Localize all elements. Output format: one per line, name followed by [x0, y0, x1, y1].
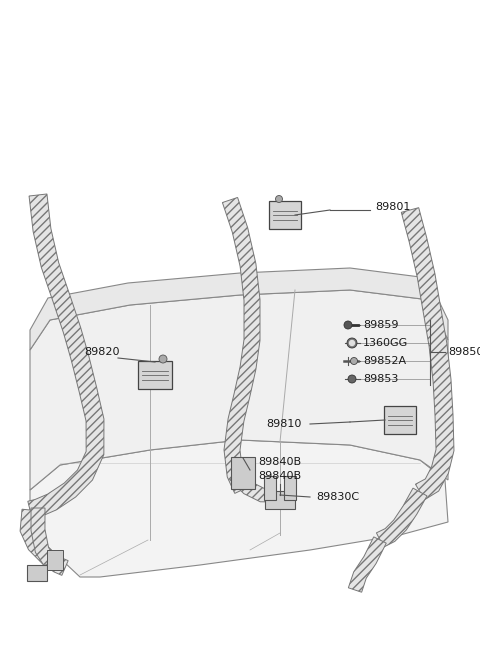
Circle shape: [159, 355, 167, 363]
Text: 89840B: 89840B: [258, 471, 301, 481]
Text: 89820: 89820: [84, 347, 120, 357]
Circle shape: [276, 195, 283, 203]
Circle shape: [350, 358, 358, 365]
FancyBboxPatch shape: [384, 406, 416, 434]
Polygon shape: [30, 440, 448, 577]
Polygon shape: [28, 194, 104, 519]
Circle shape: [348, 375, 356, 383]
FancyBboxPatch shape: [27, 565, 47, 581]
Text: 89859: 89859: [363, 320, 398, 330]
Polygon shape: [30, 290, 448, 490]
FancyBboxPatch shape: [269, 201, 301, 229]
Text: 89840B: 89840B: [258, 457, 301, 467]
Circle shape: [349, 340, 355, 346]
Text: 89852A: 89852A: [363, 356, 406, 366]
Polygon shape: [20, 509, 68, 575]
Circle shape: [344, 321, 352, 329]
Text: 89850: 89850: [448, 347, 480, 357]
Polygon shape: [401, 208, 454, 500]
Polygon shape: [222, 197, 260, 493]
FancyBboxPatch shape: [138, 361, 172, 389]
Text: 89853: 89853: [363, 374, 398, 384]
Text: 89830C: 89830C: [316, 492, 359, 502]
Polygon shape: [348, 537, 386, 592]
FancyBboxPatch shape: [284, 476, 296, 500]
Text: 89801: 89801: [375, 202, 410, 212]
Circle shape: [347, 338, 357, 348]
FancyBboxPatch shape: [231, 457, 255, 489]
Text: 89810: 89810: [266, 419, 302, 429]
Polygon shape: [376, 488, 427, 547]
FancyBboxPatch shape: [264, 476, 276, 500]
FancyBboxPatch shape: [47, 550, 63, 570]
Polygon shape: [30, 268, 448, 350]
Polygon shape: [230, 470, 275, 502]
Text: 1360GG: 1360GG: [363, 338, 408, 348]
FancyBboxPatch shape: [265, 491, 295, 509]
Polygon shape: [31, 508, 56, 566]
